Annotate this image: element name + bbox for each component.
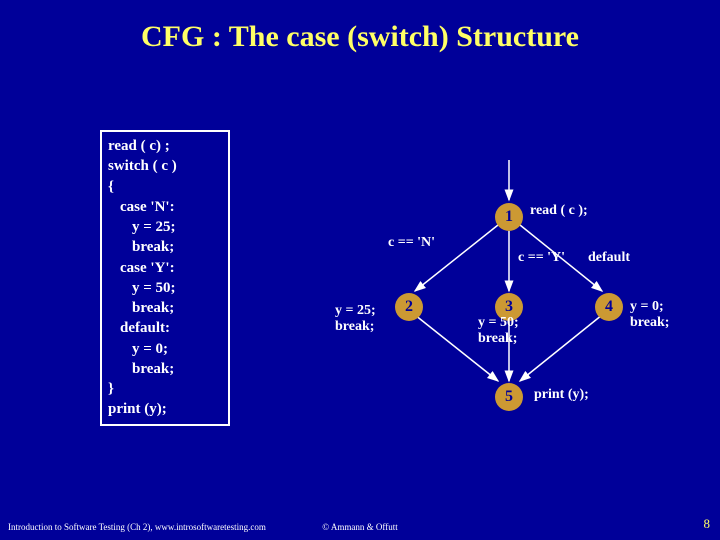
diagram-label: y = 50; [478,315,519,331]
code-line: read ( c) ; [108,136,222,156]
cfg-node-2: 2 [395,293,423,321]
diagram-label: y = 0; [630,299,664,315]
diagram-label: c == 'N' [388,235,435,251]
page-number: 8 [704,516,711,532]
code-line: case 'N': [108,197,222,217]
code-line: { [108,177,222,197]
diagram-label: read ( c ); [530,203,588,219]
diagram-label: break; [630,315,669,331]
code-line: switch ( c ) [108,156,222,176]
footer-center: © Ammann & Offutt [322,522,397,532]
code-line: break; [108,298,222,318]
code-line: y = 50; [108,278,222,298]
cfg-diagram: 12345read ( c );c == 'N'c == 'Y'defaulty… [340,155,700,455]
edge [520,315,602,381]
diagram-label: c == 'Y' [518,250,565,266]
diagram-label: y = 25; [335,303,376,319]
code-line: break; [108,237,222,257]
code-line: y = 25; [108,217,222,237]
code-line: default: [108,318,222,338]
footer-left: Introduction to Software Testing (Ch 2),… [8,522,266,532]
code-line: y = 0; [108,339,222,359]
diagram-label: break; [335,319,374,335]
cfg-node-1: 1 [495,203,523,231]
cfg-node-5: 5 [495,383,523,411]
cfg-node-4: 4 [595,293,623,321]
diagram-label: default [588,250,630,266]
code-line: case 'Y': [108,258,222,278]
code-line: } [108,379,222,399]
diagram-label: print (y); [534,387,589,403]
code-block: read ( c) ;switch ( c ){case 'N':y = 25;… [100,130,230,426]
diagram-label: break; [478,331,517,347]
code-line: print (y); [108,399,222,419]
code-line: break; [108,359,222,379]
slide-title: CFG : The case (switch) Structure [0,0,720,54]
